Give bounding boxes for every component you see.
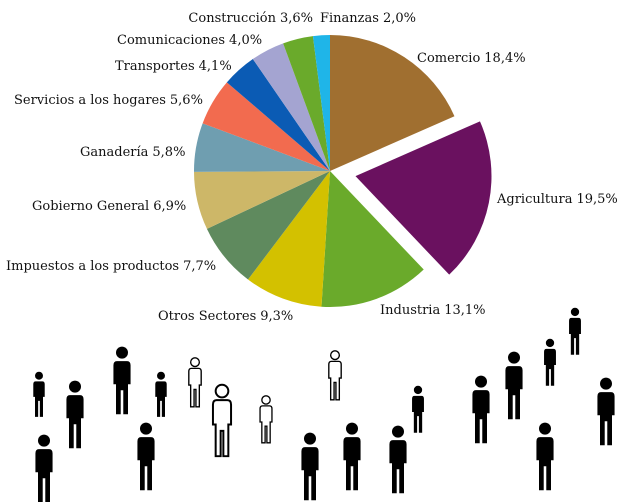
person-icon [211, 383, 233, 458]
pie-slice [194, 123, 330, 172]
pie-slice [355, 121, 492, 275]
slice-label: Agricultura 19,5% [496, 192, 618, 207]
pie [194, 35, 492, 307]
slice-name: Comunicaciones [117, 33, 225, 48]
slice-label: Servicios a los hogares 5,6% [14, 93, 203, 108]
slice-name: Agricultura [496, 192, 573, 207]
person-icon [343, 422, 361, 491]
person-icon [137, 422, 155, 491]
slice-value: 6,9% [153, 199, 186, 214]
slice-value: 18,4% [484, 51, 525, 66]
pie-slice [206, 171, 330, 280]
slice-value: 13,1% [444, 303, 485, 318]
person-icon [187, 357, 203, 408]
slice-value: 4,0% [229, 33, 262, 48]
slice-label: Transportes 4,1% [115, 59, 232, 74]
slice-value: 19,5% [576, 192, 617, 207]
person-icon [327, 350, 343, 401]
person-icon [33, 371, 45, 417]
slice-label: Ganadería 5,8% [80, 145, 185, 160]
slice-value: 7,7% [183, 259, 216, 274]
slice-label: Industria 13,1% [380, 303, 486, 318]
slice-name: Industria [380, 303, 440, 318]
pie-slice [194, 171, 330, 229]
people [33, 307, 615, 502]
slice-value: 5,8% [152, 145, 185, 160]
slice-name: Servicios a los hogares [14, 93, 166, 108]
pie-slice [248, 171, 330, 307]
slice-name: Comercio [417, 51, 480, 66]
pie-slice [252, 43, 330, 171]
pie-slice [312, 35, 330, 171]
slice-value: 4,1% [199, 59, 232, 74]
slice-label: Construcción 3,6% [188, 11, 313, 26]
person-icon [259, 394, 273, 444]
slice-name: Otros Sectores [158, 309, 256, 324]
person-icon [544, 338, 556, 386]
slice-value: 3,6% [280, 11, 313, 26]
person-icon [113, 346, 131, 415]
slice-label: Impuestos a los productos 7,7% [6, 259, 216, 274]
person-icon [389, 425, 407, 494]
slice-name: Finanzas [320, 11, 379, 26]
slice-name: Ganadería [80, 145, 149, 160]
person-icon [472, 375, 490, 444]
pie-slice [330, 35, 455, 171]
person-icon [66, 380, 84, 449]
person-icon [505, 351, 523, 420]
slice-value: 5,6% [170, 93, 203, 108]
slice-label: Otros Sectores 9,3% [158, 309, 293, 324]
slice-name: Impuestos a los productos [6, 259, 179, 274]
slice-value: 2,0% [383, 11, 416, 26]
person-icon [569, 307, 581, 355]
person-icon [155, 371, 167, 417]
slice-value: 9,3% [260, 309, 293, 324]
slice-name: Gobierno General [32, 199, 149, 214]
slice-label: Comunicaciones 4,0% [117, 33, 262, 48]
person-icon [301, 432, 319, 501]
slice-label: Comercio 18,4% [417, 51, 526, 66]
pie-slice [321, 171, 424, 307]
person-icon [536, 422, 554, 491]
slice-label: Finanzas 2,0% [320, 11, 416, 26]
pie-slice [226, 58, 330, 171]
person-icon [412, 385, 424, 433]
slice-name: Construcción [188, 11, 276, 26]
slice-name: Transportes [115, 59, 195, 74]
pie-slice [202, 82, 330, 171]
person-icon [35, 434, 53, 502]
person-icon [597, 377, 615, 446]
slice-label: Gobierno General 6,9% [32, 199, 186, 214]
pie-slice [283, 36, 330, 171]
